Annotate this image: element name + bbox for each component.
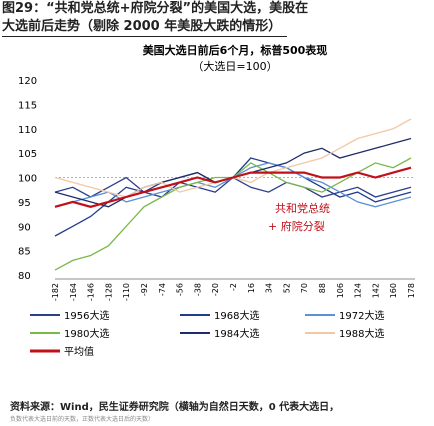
x-tick-label: 178 (407, 283, 416, 298)
x-tick-label: -182 (51, 283, 60, 301)
figure-title-line1: 图29：“共和党总统+府院分裂”的美国大选，美股在 (2, 1, 309, 16)
x-tick-label: 16 (247, 283, 256, 293)
annotation-line2: + 府院分裂 (268, 219, 325, 233)
legend-label: 1956大选 (64, 309, 109, 322)
x-tick-label: 142 (371, 283, 380, 298)
x-tick-label: 34 (265, 283, 274, 293)
source-note-line2: 负数代表大选日前的天数，正数代表大选日后的天数） (10, 416, 155, 423)
figure-header: 图29：“共和党总统+府院分裂”的美国大选，美股在 大选前后走势（剔除 2000… (0, 0, 434, 40)
legend-label: 1980大选 (64, 327, 109, 340)
y-tick-label: 85 (18, 247, 31, 258)
y-tick-label: 115 (18, 100, 37, 111)
legend-label: 1988大选 (339, 327, 384, 340)
x-tick-label: 160 (389, 283, 398, 298)
x-tick-label: -164 (69, 283, 78, 301)
x-tick-label: -56 (176, 283, 185, 296)
x-tick-label: -38 (193, 283, 202, 296)
x-tick-label: -110 (122, 283, 131, 301)
figure-title-line2: 大选前后走势（剔除 2000 年美股大跌的情形） (2, 18, 288, 37)
x-tick-label: 124 (354, 283, 363, 298)
y-tick-label: 105 (18, 149, 37, 160)
x-tick-label: -2 (229, 283, 238, 291)
x-tick-label: 106 (336, 283, 345, 298)
y-tick-label: 80 (18, 271, 31, 282)
y-tick-label: 95 (18, 198, 31, 209)
legend-label: 1968大选 (214, 309, 259, 322)
legend-label: 1972大选 (339, 309, 384, 322)
source-note: 资料来源：Wind，民生证券研究院（横轴为自然日天数，0 代表大选日， (10, 402, 340, 413)
y-tick-label: 90 (18, 222, 31, 233)
legend-label: 平均值 (64, 345, 94, 358)
series-line (54, 157, 412, 271)
line-chart: 美国大选日前后6个月，标普500表现 （大选日=100） 80 85 90 95 100 10… (18, 43, 416, 358)
x-tick-label: -128 (104, 283, 113, 301)
y-tick-label: 110 (18, 125, 37, 136)
chart-title: 美国大选日前后6个月，标普500表现 (143, 43, 328, 57)
y-tick-label: 120 (18, 76, 37, 87)
annotation-line1: 共和党总统 (275, 201, 330, 215)
x-tick-label: -20 (211, 283, 220, 296)
x-tick-label: 70 (300, 283, 309, 293)
x-tick-label: -92 (140, 283, 149, 296)
legend-label: 1984大选 (214, 327, 259, 340)
x-tick-label: -146 (87, 283, 96, 301)
series-line (54, 162, 412, 208)
y-tick-label: 100 (18, 174, 37, 185)
chart-subtitle: （大选日=100） (192, 59, 277, 73)
x-tick-label: -74 (158, 283, 167, 296)
series-line (54, 166, 412, 208)
x-tick-label: 88 (318, 283, 327, 293)
series-line (54, 118, 412, 198)
series-line (54, 176, 412, 198)
series-line (54, 157, 412, 237)
x-tick-label: 52 (282, 283, 291, 293)
